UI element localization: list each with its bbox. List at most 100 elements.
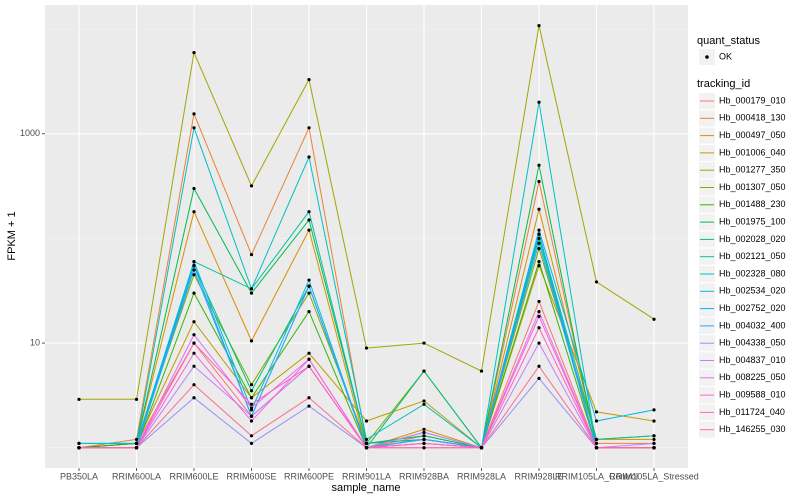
legend-label: OK	[719, 51, 732, 61]
data-point	[307, 228, 311, 232]
data-point	[537, 100, 541, 104]
data-point	[594, 419, 599, 423]
legend-label: Hb_001277_350	[719, 165, 786, 175]
data-point	[537, 314, 541, 318]
data-point	[192, 341, 196, 345]
data-point	[652, 317, 656, 321]
x-tick-label: RRIM928BA	[399, 471, 449, 481]
y-tick-label: 1000	[20, 128, 40, 138]
data-point	[652, 434, 656, 438]
data-point	[537, 228, 541, 232]
legend-label: Hb_011724_040	[719, 407, 785, 417]
data-point	[249, 419, 254, 423]
grid	[45, 5, 688, 468]
data-point	[77, 397, 81, 401]
data-point	[249, 441, 254, 445]
data-point	[192, 51, 196, 55]
data-point	[422, 441, 426, 445]
data-point	[307, 364, 311, 368]
data-point	[422, 402, 426, 406]
data-point	[594, 410, 599, 414]
legend-label: Hb_004338_050	[719, 338, 786, 348]
shape-legend-title: quant_status	[697, 35, 760, 47]
data-point	[192, 126, 196, 130]
legend-label: Hb_002121_050	[719, 251, 786, 261]
data-point	[192, 351, 196, 355]
data-point	[422, 430, 426, 435]
data-point	[307, 404, 311, 408]
data-point	[537, 309, 541, 314]
data-point	[307, 78, 311, 82]
legend-label: Hb_001488_230	[719, 199, 786, 209]
data-point	[307, 126, 311, 130]
points	[77, 24, 656, 450]
axes: 10 1000 PB350LA RRIM600LA RRIM600LE RRIM600SE…	[20, 128, 699, 481]
legend-label: Hb_009588_010	[719, 389, 786, 399]
data-point	[652, 419, 656, 423]
data-point	[134, 441, 139, 445]
data-point	[594, 446, 599, 450]
data-point	[249, 402, 254, 406]
data-point	[537, 163, 541, 167]
data-point	[249, 434, 254, 438]
data-point	[594, 280, 599, 284]
data-point	[249, 291, 254, 295]
data-point	[192, 260, 196, 264]
legend-label: Hb_000497_050	[719, 130, 786, 140]
y-tick-label: 10	[30, 337, 40, 347]
x-tick-label: RRIM105LA_Stressed	[609, 471, 699, 481]
data-point	[652, 408, 656, 412]
data-point	[537, 263, 541, 268]
x-tick-label: RRIM105LA_Control	[555, 471, 638, 481]
data-point	[192, 263, 196, 268]
data-point	[594, 437, 599, 442]
data-point	[422, 341, 426, 345]
data-point	[364, 346, 369, 350]
data-point	[192, 320, 196, 324]
data-point	[192, 186, 196, 191]
legend-label: Hb_008225_050	[719, 372, 786, 382]
data-point	[307, 278, 311, 282]
data-point	[537, 326, 541, 330]
data-point	[537, 364, 541, 368]
data-point	[249, 389, 254, 393]
legend-point	[705, 55, 709, 59]
data-point	[134, 437, 139, 442]
legend-label: Hb_004032_400	[719, 320, 786, 330]
data-point	[249, 406, 254, 410]
data-point	[307, 309, 311, 314]
data-point	[249, 414, 254, 418]
data-point	[249, 383, 254, 387]
data-point	[594, 441, 599, 445]
legend-label: Hb_002752_020	[719, 303, 786, 313]
legend-label: Hb_000179_010	[719, 95, 786, 105]
data-point	[192, 210, 196, 214]
legend-label: Hb_001307_050	[719, 182, 786, 192]
x-tick-label: RRIM600LE	[169, 471, 218, 481]
data-point	[192, 112, 196, 116]
data-point	[422, 399, 426, 403]
data-point	[652, 441, 656, 445]
data-point	[479, 369, 484, 373]
x-tick-label: RRIM928LE	[514, 471, 563, 481]
x-axis-title: sample_name	[331, 482, 400, 494]
data-point	[307, 291, 311, 295]
data-point	[537, 260, 541, 264]
data-point	[192, 291, 196, 295]
data-point	[537, 246, 541, 251]
data-point	[364, 437, 369, 442]
x-tick-label: RRIM901LA	[342, 471, 391, 481]
data-point	[77, 446, 81, 450]
x-tick-label: PB350LA	[60, 471, 98, 481]
data-point	[134, 446, 139, 450]
legend: OK Hb_000179_010 Hb_000418_130 Hb_000497_05…	[699, 49, 786, 438]
data-point	[537, 241, 541, 245]
data-point	[307, 210, 311, 214]
data-point	[364, 419, 369, 423]
data-point	[192, 383, 196, 387]
data-point	[307, 357, 311, 361]
data-point	[249, 287, 254, 291]
x-tick-label: RRIM928LA	[457, 471, 506, 481]
data-point	[652, 437, 656, 442]
data-point	[307, 218, 311, 222]
